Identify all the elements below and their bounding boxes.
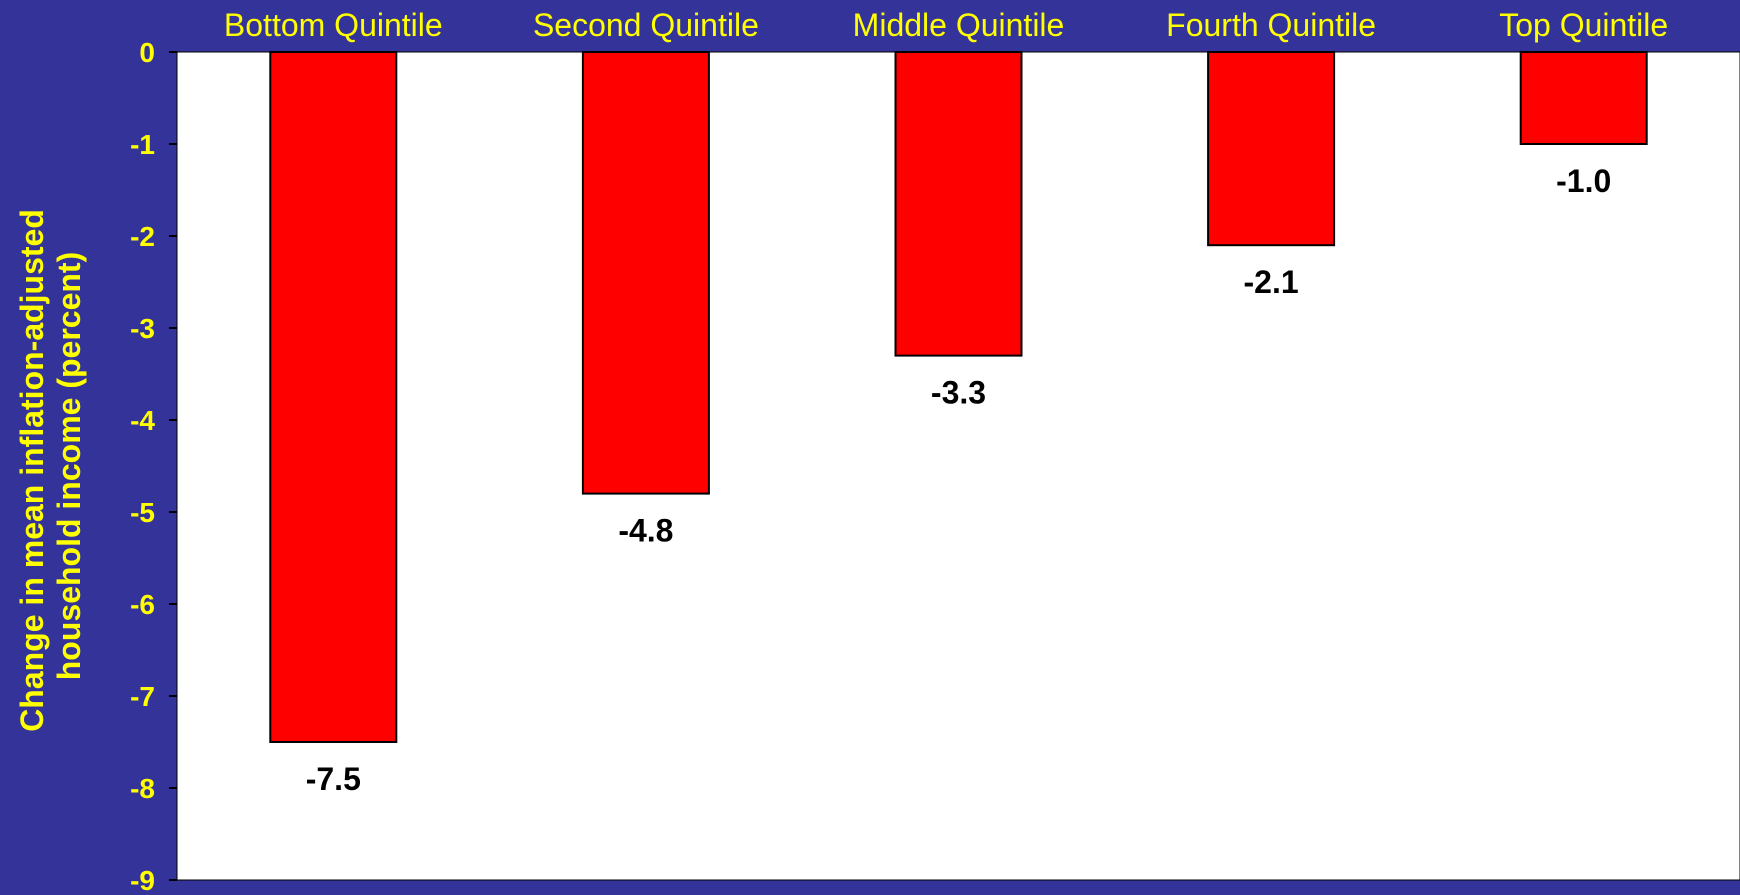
bar-top-quintile — [1519, 51, 1648, 145]
bar-bottom-quintile — [269, 51, 398, 743]
y-axis-title-line-1: Change in mean inflation-adjusted — [14, 209, 50, 732]
bar-middle-quintile — [894, 51, 1023, 357]
category-label: Bottom Quintile — [224, 7, 443, 43]
y-tick-label: -8 — [130, 773, 155, 804]
y-axis-ticks: 0 -1 -2 -3 -4 -5 -6 -7 -8 -9 — [130, 37, 177, 895]
y-tick-label: -9 — [130, 865, 155, 895]
category-label: Middle Quintile — [853, 7, 1065, 43]
value-label: -1.0 — [1556, 163, 1611, 199]
bar-fourth-quintile — [1207, 51, 1336, 247]
y-tick-label: -1 — [130, 129, 155, 160]
category-label: Fourth Quintile — [1166, 7, 1376, 43]
y-axis-title: Change in mean inflation-adjusted househ… — [14, 200, 87, 732]
category-label: Top Quintile — [1499, 7, 1668, 43]
bars-group — [269, 51, 1648, 743]
value-label: -2.1 — [1244, 264, 1299, 300]
value-label: -4.8 — [618, 513, 673, 549]
category-label: Second Quintile — [533, 7, 759, 43]
value-labels: -7.5 -4.8 -3.3 -2.1 -1.0 — [306, 163, 1612, 797]
y-tick-label: 0 — [139, 37, 155, 68]
value-label: -3.3 — [931, 375, 986, 411]
y-tick-label: -3 — [130, 313, 155, 344]
y-tick-label: -7 — [130, 681, 155, 712]
y-tick-label: -5 — [130, 497, 155, 528]
value-label: -7.5 — [306, 761, 361, 797]
y-tick-label: -6 — [130, 589, 155, 620]
y-axis-title-line-2: household income (percent) — [51, 252, 87, 680]
y-tick-label: -4 — [130, 405, 155, 436]
y-tick-label: -2 — [130, 221, 155, 252]
category-labels: Bottom Quintile Second Quintile Middle Qui… — [224, 7, 1668, 43]
bar-second-quintile — [581, 51, 710, 495]
